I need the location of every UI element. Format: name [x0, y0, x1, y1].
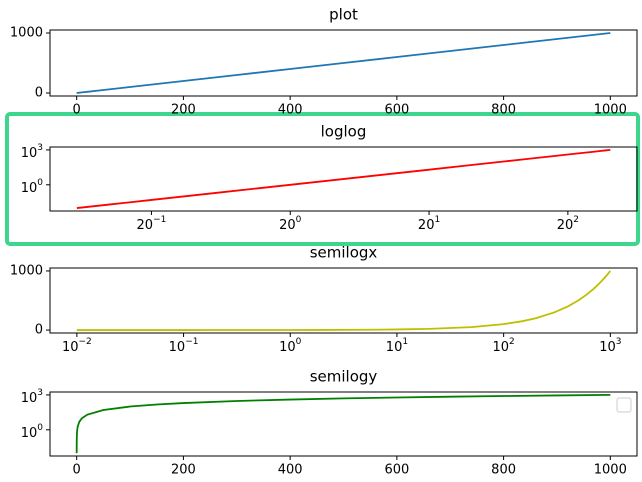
tick-exp: 3 [37, 387, 43, 397]
tick-base: 10 [21, 390, 38, 405]
legend [616, 397, 632, 413]
tick-label: 0 [73, 103, 81, 118]
tick-exp: 0 [37, 422, 43, 432]
tick-label: 100 [21, 422, 44, 440]
tick-label: 100 [279, 337, 302, 355]
tick-label: 200 [171, 463, 196, 478]
tick-base: 20 [557, 218, 574, 233]
tick-label: 103 [21, 387, 43, 405]
line [76, 270, 612, 331]
axes-frame [49, 29, 638, 97]
tick-label: 1000 [594, 103, 627, 118]
tick-exp: 0 [296, 215, 302, 225]
chart-title: semilogy [310, 368, 378, 386]
tick-label: 400 [278, 463, 303, 478]
tick-label: 1000 [10, 26, 43, 41]
tick-base: 10 [21, 180, 38, 195]
tick-label: 201 [418, 215, 440, 233]
tick-base: 10 [492, 340, 509, 355]
tick-label: 102 [492, 337, 514, 355]
tick-exp: 1 [402, 337, 408, 347]
tick-base: 10 [279, 340, 296, 355]
tick-exp: 2 [573, 215, 579, 225]
plot-area [76, 270, 612, 331]
tick-exp: −1 [153, 215, 166, 225]
tick-base: 10 [21, 145, 38, 160]
tick-label: 800 [491, 103, 516, 118]
tick-exp: −1 [185, 337, 198, 347]
tick-exp: 1 [434, 215, 440, 225]
tick-exp: −2 [78, 337, 91, 347]
tick-label: 600 [384, 103, 409, 118]
tick-label: 10−1 [169, 337, 199, 355]
highlight-box [5, 112, 640, 246]
tick-label: 0 [35, 323, 43, 338]
tick-label: 202 [557, 215, 579, 233]
tick-label: 600 [384, 463, 409, 478]
tick-label: 103 [599, 337, 621, 355]
tick-exp: 0 [296, 337, 302, 347]
tick-base: 10 [21, 425, 38, 440]
tick-label: 1000 [594, 463, 627, 478]
tick-label: 1000 [10, 263, 43, 278]
tick-exp: 0 [37, 177, 43, 187]
axes-frame [49, 267, 638, 334]
axes-frame [49, 391, 638, 457]
tick-label: 200 [279, 215, 302, 233]
tick-base: 10 [599, 340, 616, 355]
tick-base: 20 [279, 218, 296, 233]
plot-area [76, 149, 611, 209]
tick-base: 10 [169, 340, 186, 355]
tick-exp: 2 [509, 337, 515, 347]
tick-base: 10 [62, 340, 79, 355]
tick-label: 0 [73, 463, 81, 478]
line [76, 149, 611, 209]
axes-frame [49, 146, 638, 212]
tick-label: 101 [386, 337, 408, 355]
line [76, 32, 611, 94]
tick-label: 400 [278, 103, 303, 118]
tick-label: 0 [35, 86, 43, 101]
tick-base: 20 [418, 218, 435, 233]
tick-base: 20 [137, 218, 154, 233]
plot-area [76, 32, 611, 94]
tick-label: 800 [491, 463, 516, 478]
tick-label: 20−1 [137, 215, 167, 233]
chart-title: semilogx [310, 244, 378, 262]
tick-label: 200 [171, 103, 196, 118]
tick-exp: 3 [37, 142, 43, 152]
tick-label: 10−2 [62, 337, 92, 355]
line [75, 394, 611, 454]
chart-title: loglog [321, 123, 367, 141]
tick-base: 10 [386, 340, 403, 355]
tick-label: 100 [21, 177, 44, 195]
tick-label: 103 [21, 142, 43, 160]
chart-title: plot [329, 6, 358, 24]
plot-area [75, 394, 611, 454]
tick-exp: 3 [616, 337, 622, 347]
